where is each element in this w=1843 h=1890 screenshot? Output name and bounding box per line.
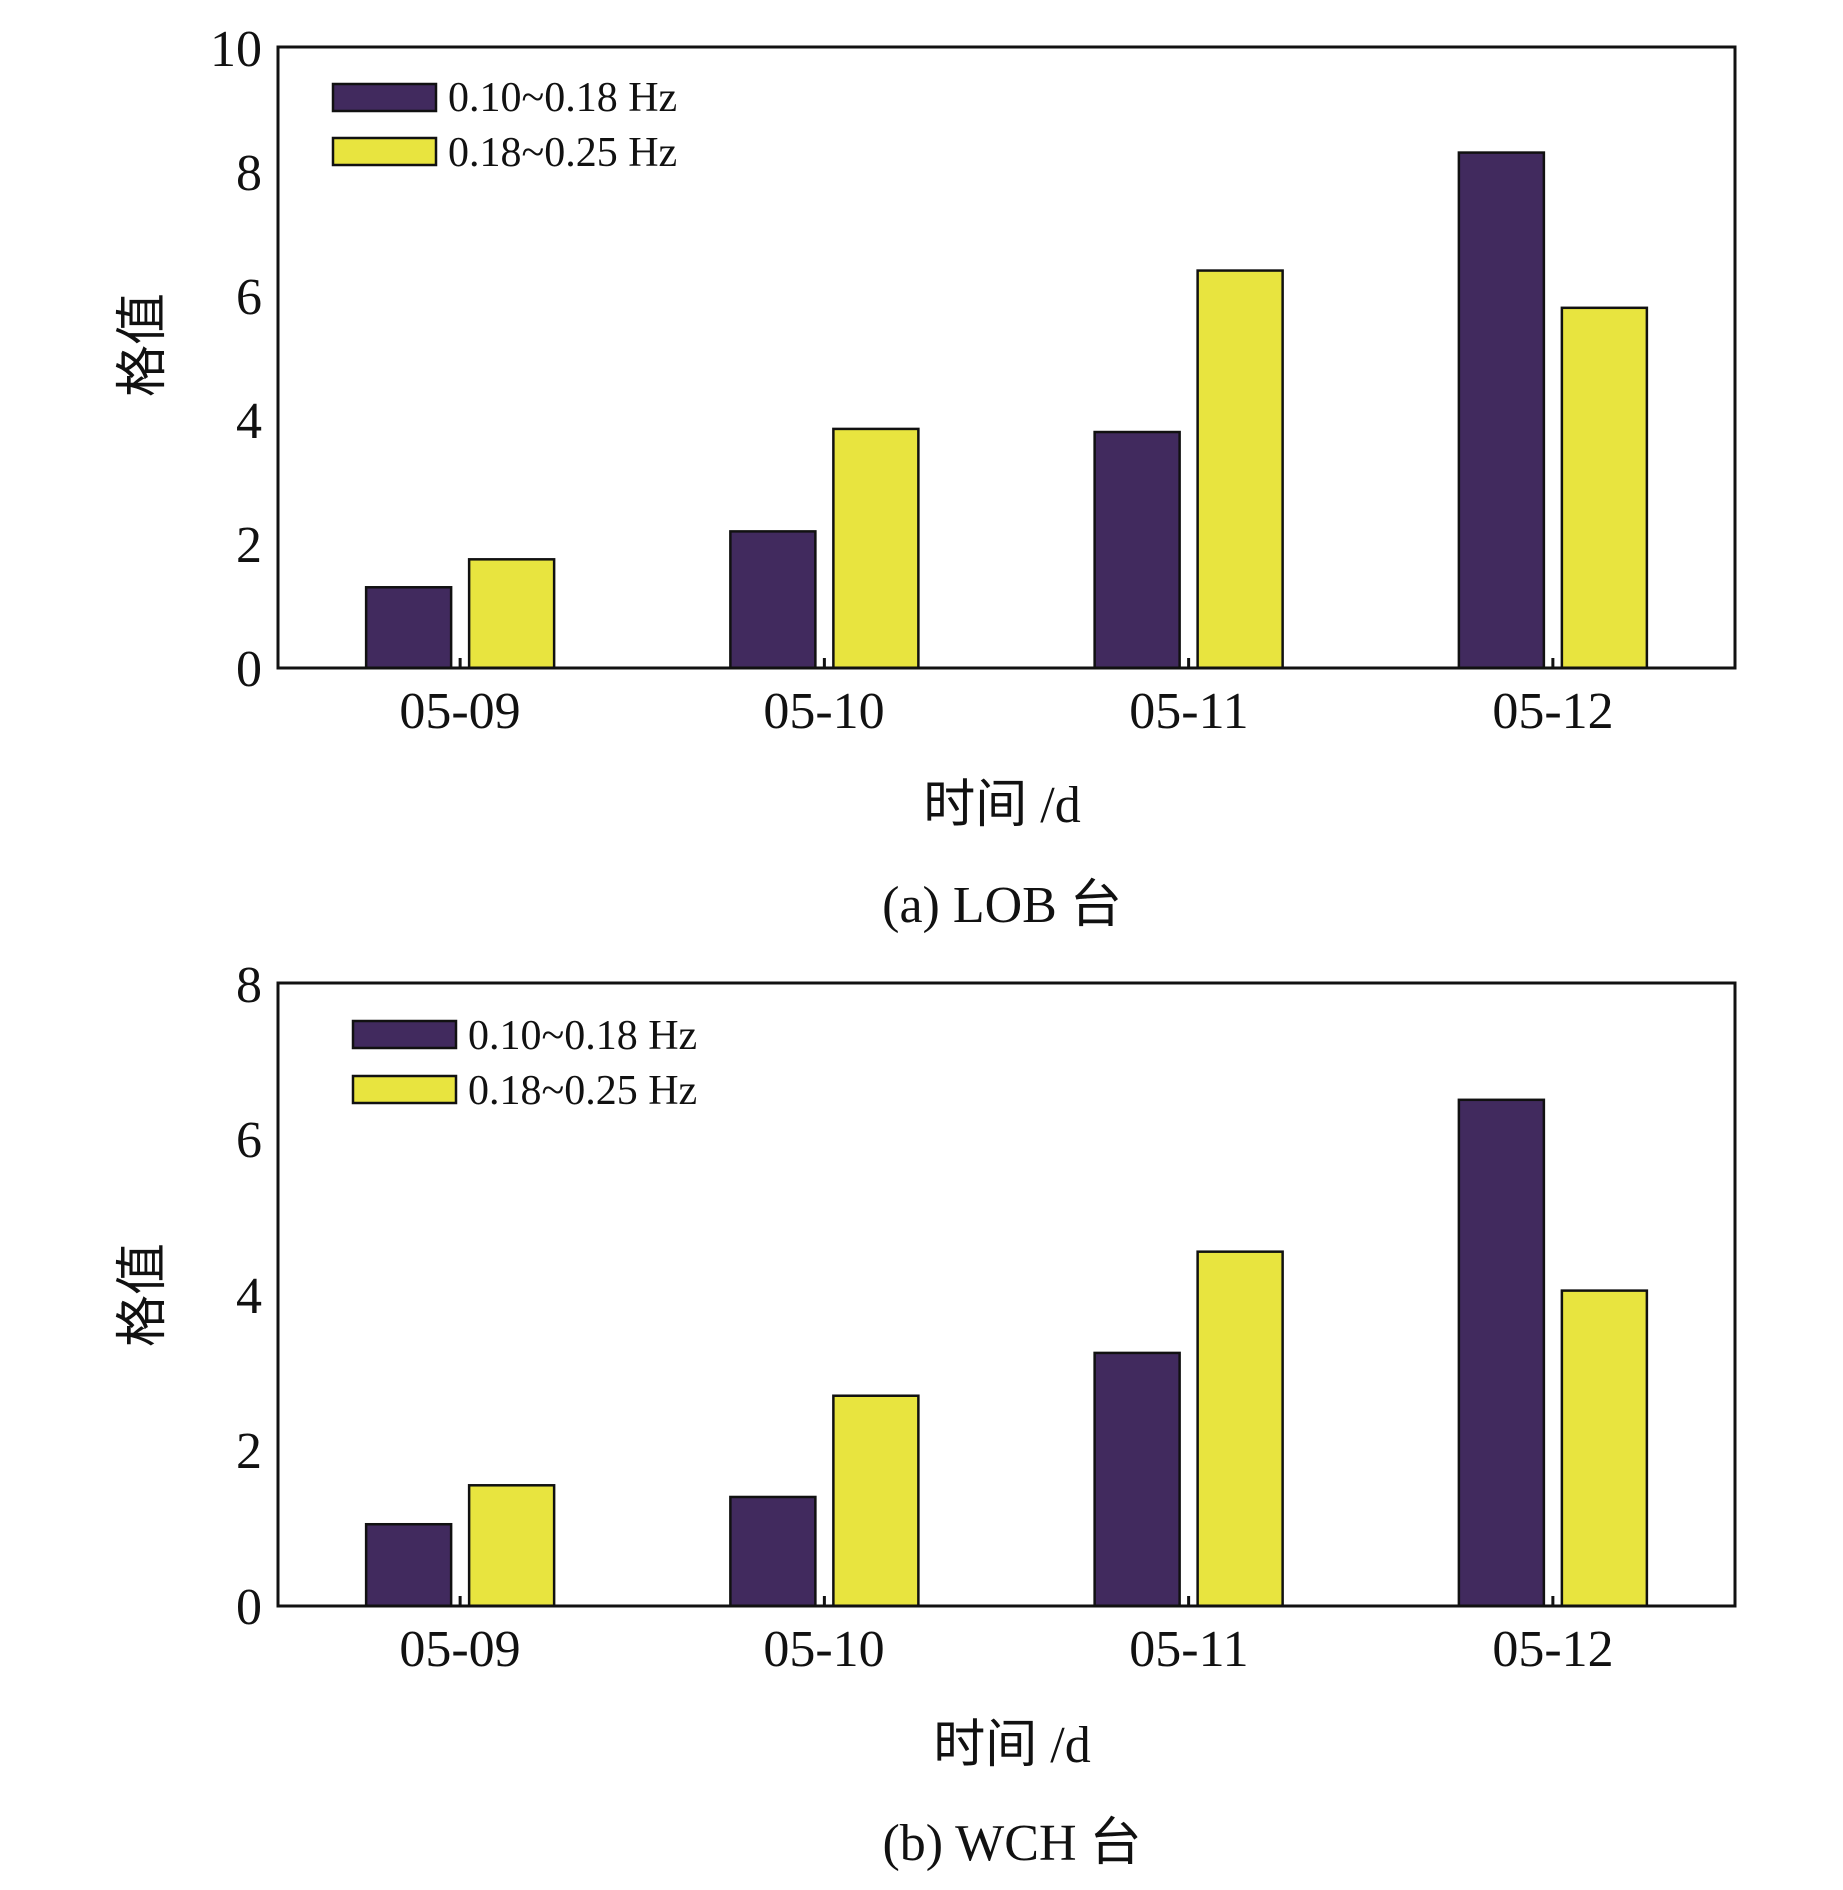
y-tick-labels-a: 0 2 4 6 8 10 bbox=[210, 21, 262, 698]
y-tick-label: 2 bbox=[236, 517, 262, 574]
chart-panel-a: 0 2 4 6 8 10 05-09 05-10 05-11 05-12 格值 … bbox=[115, 21, 1737, 934]
caption-a: (a) LOB 台 bbox=[882, 877, 1122, 934]
bar-05-12-series2 bbox=[1560, 306, 1649, 670]
y-tick-label: 8 bbox=[236, 957, 262, 1014]
legend-swatch-series1 bbox=[331, 82, 438, 113]
bar-05-09-series1 bbox=[364, 586, 453, 670]
legend-b: 0.10~0.18 Hz 0.18~0.25 Hz bbox=[351, 1013, 697, 1114]
y-tick-label: 10 bbox=[210, 21, 262, 78]
legend-swatch-series2 bbox=[351, 1074, 458, 1105]
bar-05-09-series2 bbox=[467, 558, 556, 670]
bar-05-11-series2 bbox=[1196, 269, 1284, 670]
y-tick-label: 4 bbox=[236, 1268, 262, 1325]
x-ticks-b bbox=[458, 1596, 1555, 1606]
legend-a: 0.10~0.18 Hz 0.18~0.25 Hz bbox=[331, 75, 677, 176]
plot-frame-b bbox=[276, 981, 1737, 1608]
x-axis-title-b: 时间 /d bbox=[933, 1717, 1090, 1774]
x-tick-label: 05-12 bbox=[1492, 683, 1613, 740]
bar-05-12-series2 bbox=[1560, 1289, 1649, 1608]
y-axis-title-a: 格值 bbox=[115, 293, 172, 397]
y-tick-label: 6 bbox=[236, 1112, 262, 1169]
bars-b bbox=[364, 1098, 1649, 1608]
chart-panel-b: 0 2 4 6 8 05-09 05-10 05-11 05-12 格值 时间 … bbox=[115, 957, 1737, 1872]
x-tick-label: 05-10 bbox=[763, 683, 884, 740]
legend-label-series2: 0.18~0.25 Hz bbox=[448, 130, 677, 176]
x-tick-label: 05-11 bbox=[1129, 1621, 1248, 1678]
bar-05-10-series2 bbox=[832, 1394, 920, 1608]
y-tick-label: 6 bbox=[236, 269, 262, 326]
bar-05-12-series1 bbox=[1457, 151, 1546, 670]
x-tick-label: 05-12 bbox=[1492, 1621, 1613, 1678]
y-tick-label: 2 bbox=[236, 1423, 262, 1480]
bar-05-09-series2 bbox=[467, 1484, 556, 1608]
x-tick-labels-a: 05-09 05-10 05-11 05-12 bbox=[399, 683, 1613, 740]
x-tick-label: 05-09 bbox=[399, 1621, 520, 1678]
bars-a bbox=[364, 151, 1649, 670]
x-axis-title-a: 时间 /d bbox=[923, 777, 1080, 834]
legend-swatch-series2 bbox=[331, 136, 438, 167]
y-tick-labels-b: 0 2 4 6 8 bbox=[236, 957, 262, 1636]
bar-05-11-series1 bbox=[1093, 1351, 1181, 1608]
bar-05-10-series1 bbox=[729, 530, 817, 670]
x-tick-label: 05-09 bbox=[399, 683, 520, 740]
x-tick-label: 05-11 bbox=[1129, 683, 1248, 740]
bar-05-12-series1 bbox=[1457, 1098, 1546, 1608]
x-ticks-a bbox=[458, 658, 1555, 668]
y-tick-label: 0 bbox=[236, 1579, 262, 1636]
y-tick-label: 0 bbox=[236, 641, 262, 698]
x-tick-label: 05-10 bbox=[763, 1621, 884, 1678]
y-tick-label: 4 bbox=[236, 393, 262, 450]
legend-label-series2: 0.18~0.25 Hz bbox=[468, 1068, 697, 1114]
y-axis-title-b: 格值 bbox=[115, 1243, 172, 1347]
bar-05-11-series2 bbox=[1196, 1250, 1284, 1608]
legend-swatch-series1 bbox=[351, 1019, 458, 1050]
legend-label-series1: 0.10~0.18 Hz bbox=[468, 1013, 697, 1059]
bar-05-11-series1 bbox=[1093, 430, 1181, 670]
y-tick-label: 8 bbox=[236, 145, 262, 202]
plot-frame-a bbox=[276, 45, 1737, 670]
bar-05-10-series2 bbox=[832, 427, 920, 670]
legend-label-series1: 0.10~0.18 Hz bbox=[448, 75, 677, 121]
bar-05-09-series1 bbox=[364, 1522, 453, 1608]
bar-05-10-series1 bbox=[729, 1495, 817, 1608]
x-tick-labels-b: 05-09 05-10 05-11 05-12 bbox=[399, 1621, 1613, 1678]
caption-b: (b) WCH 台 bbox=[882, 1815, 1141, 1872]
